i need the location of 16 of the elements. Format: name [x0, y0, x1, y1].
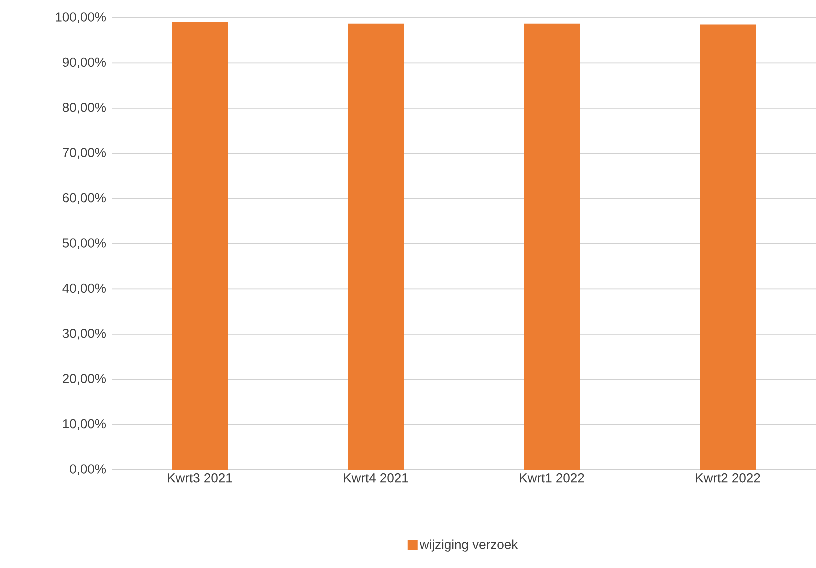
- x-tick-label: Kwrt1 2022: [520, 474, 584, 483]
- x-tick-label: Kwrt3 2021: [168, 474, 232, 483]
- y-tick-label: 50,00%: [62, 238, 106, 250]
- y-tick-label: 100,00%: [56, 12, 106, 24]
- y-tick-label: 30,00%: [62, 329, 106, 340]
- y-tick-label: 70,00%: [63, 148, 106, 159]
- y-tick-label: 80,00%: [62, 103, 106, 114]
- y-tick-label: 0,00%: [70, 464, 106, 476]
- y-tick-label: 60,00%: [63, 193, 106, 204]
- y-tick-label: 10,00%: [63, 419, 106, 430]
- x-tick-label: Kwrt4 2021: [344, 474, 408, 483]
- y-tick-label: 20,00%: [63, 374, 106, 385]
- y-tick-label: 90,00%: [63, 58, 106, 69]
- legend-label: wijziging verzoek: [420, 540, 518, 552]
- y-tick-label: 40,00%: [62, 284, 106, 295]
- x-tick-label: Kwrt2 2022: [696, 474, 760, 483]
